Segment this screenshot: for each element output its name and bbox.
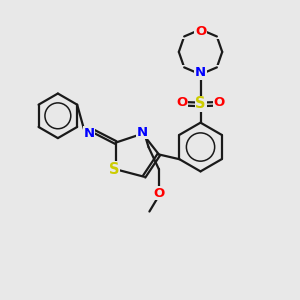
Text: O: O: [176, 96, 188, 109]
Text: N: N: [195, 66, 206, 79]
Text: N: N: [137, 126, 148, 139]
Text: N: N: [83, 127, 94, 140]
Text: S: S: [109, 162, 120, 177]
Text: S: S: [195, 96, 206, 111]
Text: O: O: [213, 96, 225, 109]
Text: O: O: [195, 25, 206, 38]
Text: O: O: [153, 187, 164, 200]
